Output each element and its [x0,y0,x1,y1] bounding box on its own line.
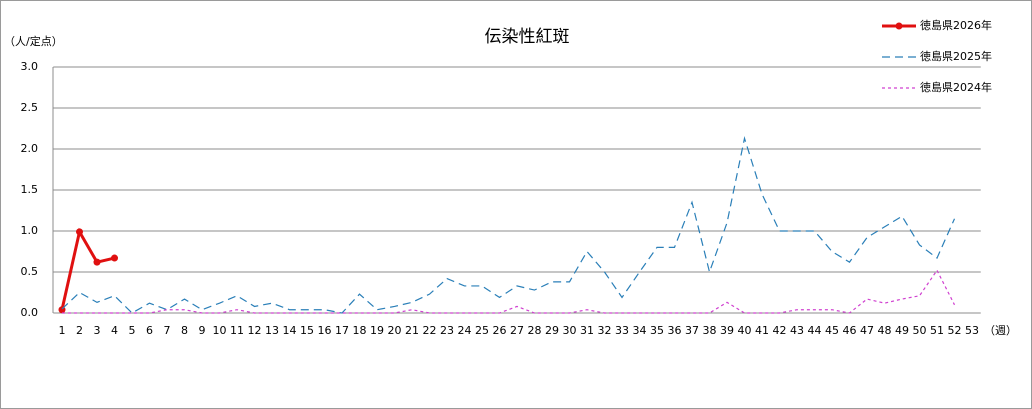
legend-marker [895,22,903,30]
legend-label: 徳島県2024年 [920,80,992,94]
legend-label: 徳島県2025年 [920,49,992,63]
y-tick-label: 1.0 [21,224,39,237]
x-tick-label: 25 [475,324,489,337]
x-tick-label: 5 [129,324,136,337]
y-tick-label: 0.5 [21,265,39,278]
y-tick-label: 1.5 [21,183,39,196]
x-tick-label: 43 [790,324,804,337]
x-tick-label: 38 [703,324,717,337]
x-tick-label: 31 [580,324,594,337]
x-tick-label: 49 [895,324,909,337]
legend-label: 徳島県2026年 [920,18,992,32]
x-axis-label: （週） [984,324,1017,337]
x-tick-label: 27 [510,324,524,337]
x-tick-label: 42 [773,324,787,337]
x-tick-label: 6 [146,324,153,337]
x-tick-label: 29 [545,324,559,337]
point [93,258,101,266]
x-tick-label: 9 [199,324,206,337]
y-tick-label: 2.5 [21,101,39,114]
x-tick-label: 19 [370,324,384,337]
chart-title: 伝染性紅斑 [485,27,570,47]
y-tick-label: 3.0 [21,60,39,73]
x-tick-label: 41 [755,324,769,337]
x-tick-label: 4 [111,324,118,337]
x-tick-label: 15 [300,324,314,337]
x-tick-label: 48 [878,324,892,337]
x-tick-label: 10 [213,324,227,337]
x-tick-label: 34 [633,324,647,337]
x-tick-label: 36 [668,324,682,337]
x-tick-label: 45 [825,324,839,337]
x-tick-label: 2 [76,324,83,337]
x-tick-label: 32 [598,324,612,337]
x-tick-label: 33 [615,324,629,337]
y-tick-label: 2.0 [21,142,39,155]
x-tick-label: 16 [318,324,332,337]
point [111,254,118,262]
x-tick-label: 13 [265,324,279,337]
x-tick-label: 7 [164,324,171,337]
x-tick-label: 50 [913,324,927,337]
x-tick-label: 3 [94,324,101,337]
x-tick-label: 8 [181,324,188,337]
x-tick-label: 47 [860,324,874,337]
x-tick-label: 26 [493,324,507,337]
x-tick-label: 39 [720,324,734,337]
x-tick-label: 22 [423,324,437,337]
series-line [61,135,956,314]
x-tick-label: 35 [650,324,664,337]
y-axis-label: （人/定点） [4,34,63,48]
x-tick-label: 12 [248,324,262,337]
x-tick-label: 18 [353,324,367,337]
x-tick-label: 28 [528,324,542,337]
point [76,228,83,236]
x-tick-label: 37 [685,324,699,337]
x-tick-label: 24 [458,324,472,337]
x-tick-label: 40 [738,324,752,337]
x-tick-label: 30 [563,324,577,337]
y-tick-label: 0.0 [21,306,39,319]
x-tick-label: 52 [948,324,962,337]
series-line [60,227,115,311]
x-tick-label: 51 [930,324,944,337]
x-tick-label: 46 [843,324,857,337]
x-tick-label: 20 [388,324,402,337]
x-tick-label: 44 [808,324,822,337]
x-tick-label: 23 [440,324,454,337]
x-tick-label: 1 [59,324,66,337]
x-tick-label: 11 [230,324,244,337]
x-tick-label: 17 [335,324,349,337]
x-tick-label: 21 [405,324,419,337]
x-tick-label: 14 [283,324,297,337]
x-tick-label: 53 [965,324,979,337]
